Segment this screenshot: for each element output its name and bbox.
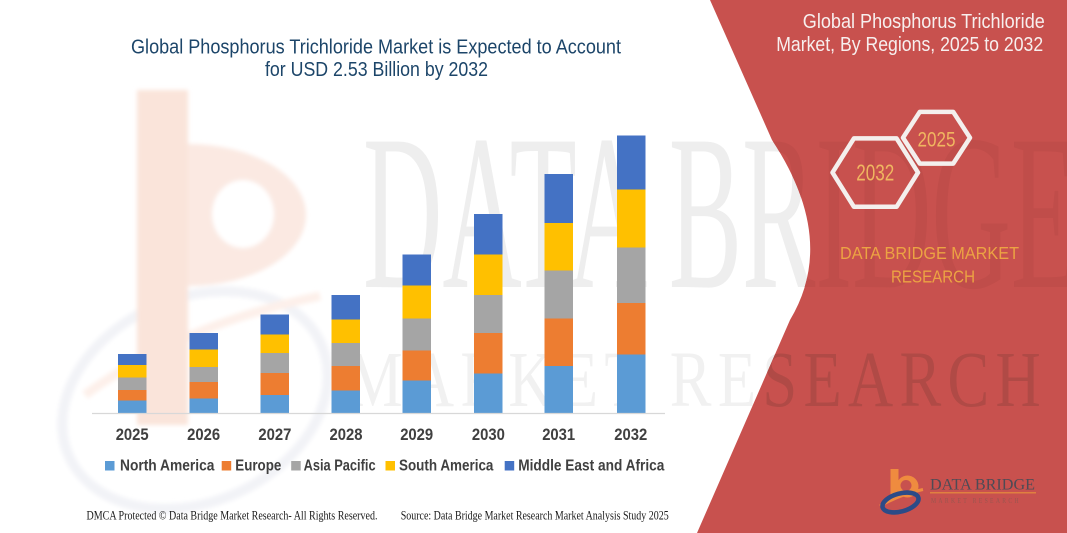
svg-text:2028: 2028 xyxy=(330,426,363,444)
svg-text:Middle East and Africa: Middle East and Africa xyxy=(518,458,665,475)
svg-text:MARKET RESEARCH: MARKET RESEARCH xyxy=(931,496,1021,505)
svg-text:South America: South America xyxy=(399,458,494,475)
svg-text:2030: 2030 xyxy=(472,426,505,444)
svg-text:DMCA Protected © Data Bridge M: DMCA Protected © Data Bridge Market Rese… xyxy=(87,508,378,522)
svg-text:2032: 2032 xyxy=(614,426,647,444)
svg-text:DATA BRIDGE MARKET: DATA BRIDGE MARKET xyxy=(840,243,1019,263)
svg-text:Global Phosphorus Trichloride: Global Phosphorus Trichloride xyxy=(803,10,1045,33)
svg-text:DATA BRIDGE: DATA BRIDGE xyxy=(930,477,1035,494)
svg-text:Asia Pacific: Asia Pacific xyxy=(304,458,376,475)
svg-text:2025: 2025 xyxy=(116,426,149,444)
svg-text:2032: 2032 xyxy=(856,160,894,186)
svg-text:Source: Data Bridge Market Res: Source: Data Bridge Market Research Mark… xyxy=(401,508,669,522)
svg-text:Market, By Regions, 2025 to 20: Market, By Regions, 2025 to 2032 xyxy=(776,33,1043,56)
svg-text:Europe: Europe xyxy=(235,458,281,475)
svg-text:North America: North America xyxy=(120,458,215,475)
svg-text:2025: 2025 xyxy=(918,129,956,152)
svg-text:RESEARCH: RESEARCH xyxy=(891,267,975,287)
svg-text:for USD 2.53 Billion by 2032: for USD 2.53 Billion by 2032 xyxy=(265,58,488,81)
svg-text:Global Phosphorus Trichloride: Global Phosphorus Trichloride Market is … xyxy=(131,35,621,58)
svg-text:2027: 2027 xyxy=(258,426,291,444)
svg-text:2029: 2029 xyxy=(400,426,433,444)
svg-text:2026: 2026 xyxy=(187,426,220,444)
svg-text:2031: 2031 xyxy=(542,426,575,444)
